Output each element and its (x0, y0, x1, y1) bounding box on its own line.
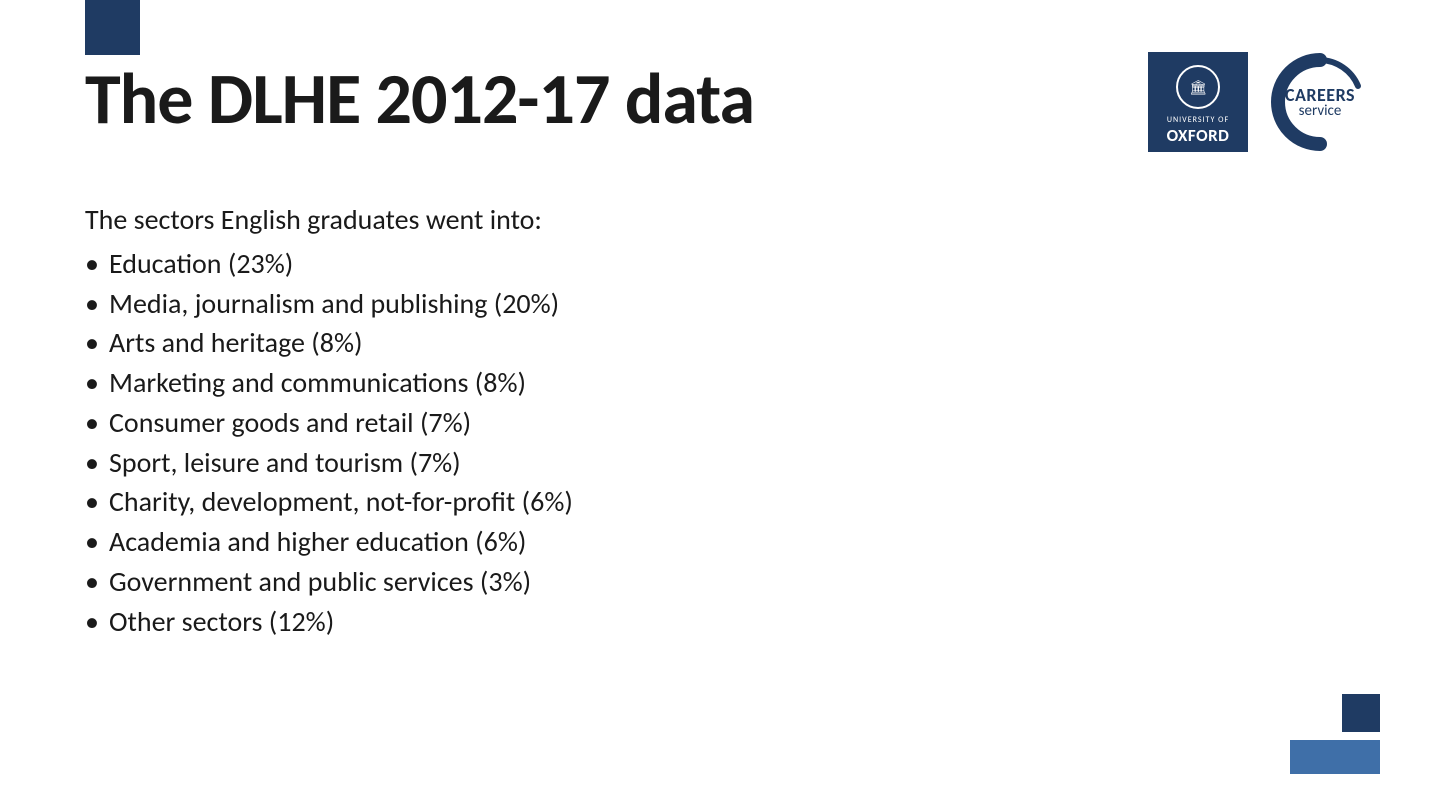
oxford-logo: 🏛 UNIVERSITY OF OXFORD (1148, 52, 1248, 152)
decorative-bottom-squares (1260, 694, 1380, 774)
decorative-square-mid (1290, 740, 1380, 774)
slide-content: The sectors English graduates went into:… (85, 200, 573, 641)
list-item: Consumer goods and retail (7%) (85, 403, 573, 443)
list-item: Media, journalism and publishing (20%) (85, 284, 573, 324)
slide-title: The DLHE 2012-17 data (85, 55, 754, 143)
list-item: Marketing and communications (8%) (85, 363, 573, 403)
list-item: Arts and heritage (8%) (85, 323, 573, 363)
sector-list: Education (23%) Media, journalism and pu… (85, 244, 573, 642)
list-item: Other sectors (12%) (85, 602, 573, 642)
list-item: Education (23%) (85, 244, 573, 284)
decorative-square-dark (1342, 694, 1380, 732)
intro-text: The sectors English graduates went into: (85, 200, 573, 240)
list-item: Academia and higher education (6%) (85, 522, 573, 562)
logo-group: 🏛 UNIVERSITY OF OXFORD CAREERS service (1148, 52, 1380, 152)
oxford-logo-line2: OXFORD (1167, 125, 1230, 146)
careers-logo-line2: service (1285, 104, 1355, 119)
oxford-logo-line1: UNIVERSITY OF (1167, 115, 1229, 125)
list-item: Charity, development, not-for-profit (6%… (85, 482, 573, 522)
careers-service-logo: CAREERS service (1260, 52, 1380, 152)
list-item: Government and public services (3%) (85, 562, 573, 602)
careers-logo-line1: CAREERS (1285, 86, 1355, 104)
decorative-corner-square (85, 0, 140, 55)
list-item: Sport, leisure and tourism (7%) (85, 443, 573, 483)
oxford-crest-icon: 🏛 (1176, 65, 1220, 109)
